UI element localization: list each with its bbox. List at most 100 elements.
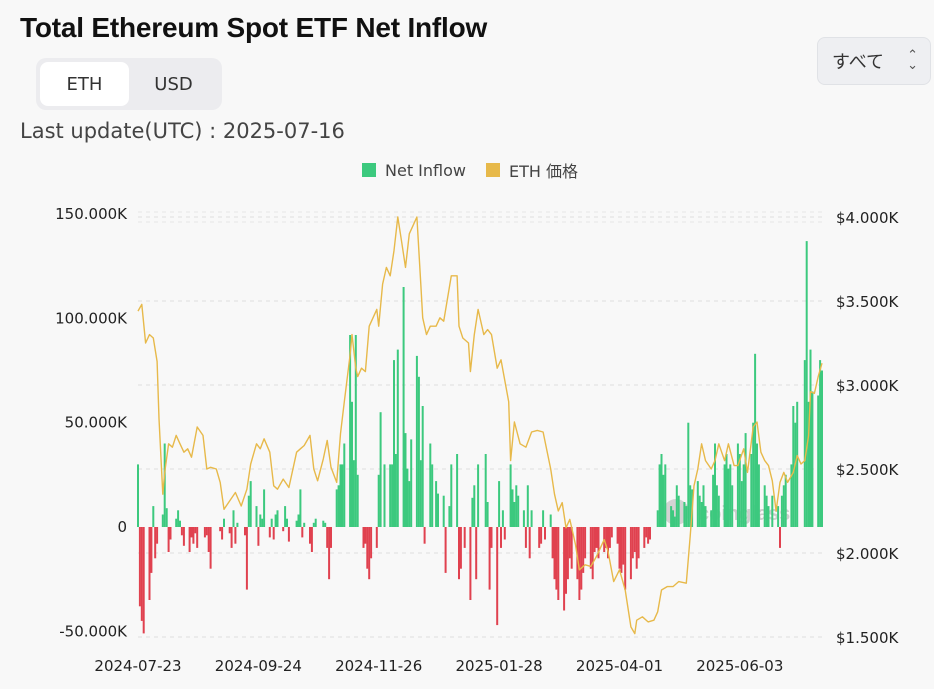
inflow-bar[interactable] xyxy=(557,527,560,600)
inflow-bar[interactable] xyxy=(309,527,311,544)
inflow-bar[interactable] xyxy=(578,527,581,600)
inflow-bar[interactable] xyxy=(484,454,487,527)
eth-price-line[interactable] xyxy=(137,216,823,635)
inflow-bar[interactable] xyxy=(255,506,258,527)
inflow-bar[interactable] xyxy=(161,514,164,528)
inflow-bar[interactable] xyxy=(712,474,715,527)
inflow-bar[interactable] xyxy=(658,464,661,527)
inflow-bar[interactable] xyxy=(538,527,541,548)
legend-item-net-inflow[interactable]: Net Inflow xyxy=(362,161,466,180)
inflow-bar[interactable] xyxy=(169,527,172,540)
inflow-bar[interactable] xyxy=(221,527,224,540)
inflow-bar[interactable] xyxy=(354,335,357,527)
inflow-bar[interactable] xyxy=(501,510,504,527)
inflow-bar[interactable] xyxy=(673,516,676,527)
inflow-bar[interactable] xyxy=(473,485,476,527)
inflow-bar[interactable] xyxy=(180,527,183,536)
inflow-bar[interactable] xyxy=(526,485,529,527)
inflow-bar[interactable] xyxy=(203,527,206,538)
inflow-bar[interactable] xyxy=(270,518,273,527)
inflow-bar[interactable] xyxy=(672,510,674,527)
inflow-bar[interactable] xyxy=(631,527,634,559)
inflow-bar[interactable] xyxy=(662,474,665,527)
inflow-bar[interactable] xyxy=(723,464,726,527)
inflow-bar[interactable] xyxy=(622,527,625,565)
inflow-bar[interactable] xyxy=(670,506,673,527)
inflow-bar[interactable] xyxy=(429,443,432,528)
inflow-bar[interactable] xyxy=(406,468,409,527)
inflow-bar[interactable] xyxy=(633,527,636,552)
inflow-bar[interactable] xyxy=(368,527,371,580)
inflow-bar[interactable] xyxy=(809,349,812,527)
inflow-bar[interactable] xyxy=(496,527,499,626)
inflow-bar[interactable] xyxy=(322,520,325,527)
inflow-bar[interactable] xyxy=(736,443,739,528)
inflow-bar[interactable] xyxy=(647,527,650,544)
inflow-bar[interactable] xyxy=(249,481,252,527)
inflow-bar[interactable] xyxy=(664,464,667,527)
inflow-bar[interactable] xyxy=(232,510,235,527)
inflow-bar[interactable] xyxy=(714,443,716,528)
inflow-bar[interactable] xyxy=(341,464,344,527)
inflow-bar[interactable] xyxy=(456,454,459,527)
inflow-bar[interactable] xyxy=(771,495,774,527)
range-select[interactable]: すべて ⌃ ⌄ xyxy=(817,37,931,85)
inflow-bar[interactable] xyxy=(687,422,690,527)
inflow-bar[interactable] xyxy=(152,506,155,527)
inflow-bar[interactable] xyxy=(247,495,250,527)
inflow-bar[interactable] xyxy=(593,527,596,552)
inflow-bar[interactable] xyxy=(780,495,783,527)
inflow-bar[interactable] xyxy=(379,412,382,527)
inflow-bar[interactable] xyxy=(404,433,407,527)
inflow-bar[interactable] xyxy=(179,520,181,527)
inflow-bar[interactable] xyxy=(272,527,275,540)
inflow-bar[interactable] xyxy=(299,489,302,527)
inflow-bar[interactable] xyxy=(274,514,277,528)
inflow-bar[interactable] xyxy=(757,464,760,527)
inflow-bar[interactable] xyxy=(610,527,613,538)
inflow-bar[interactable] xyxy=(245,527,248,590)
inflow-bar[interactable] xyxy=(821,370,823,528)
inflow-bar[interactable] xyxy=(752,422,755,527)
inflow-bar[interactable] xyxy=(442,495,445,527)
inflow-bar[interactable] xyxy=(287,527,290,542)
inflow-bar[interactable] xyxy=(498,481,501,527)
inflow-bar[interactable] xyxy=(261,518,264,527)
inflow-bar[interactable] xyxy=(551,527,554,559)
inflow-bar[interactable] xyxy=(765,495,768,527)
inflow-bar[interactable] xyxy=(584,527,587,559)
inflow-bar[interactable] xyxy=(370,527,373,559)
inflow-bar[interactable] xyxy=(513,502,516,527)
inflow-bar[interactable] xyxy=(257,527,260,546)
inflow-bar[interactable] xyxy=(750,454,753,527)
inflow-bar[interactable] xyxy=(794,422,797,527)
inflow-bar[interactable] xyxy=(500,527,502,548)
inflow-bar[interactable] xyxy=(486,502,489,527)
inflow-bar[interactable] xyxy=(763,485,766,527)
inflow-bar[interactable] xyxy=(459,527,462,569)
inflow-bar[interactable] xyxy=(326,527,329,548)
inflow-bar[interactable] xyxy=(570,527,573,569)
inflow-bar[interactable] xyxy=(643,527,646,548)
inflow-bar[interactable] xyxy=(177,510,180,527)
inflow-bar[interactable] xyxy=(138,527,141,607)
inflow-bar[interactable] xyxy=(563,527,566,611)
inflow-bar[interactable] xyxy=(469,527,472,600)
inflow-bar[interactable] xyxy=(819,360,822,527)
inflow-bar[interactable] xyxy=(742,464,745,527)
inflow-bar[interactable] xyxy=(624,527,627,590)
inflow-bar[interactable] xyxy=(150,527,153,573)
inflow-bar[interactable] xyxy=(817,395,820,528)
inflow-bar[interactable] xyxy=(263,489,266,527)
inflow-bar[interactable] xyxy=(607,527,609,559)
inflow-bar[interactable] xyxy=(629,527,632,580)
inflow-bar[interactable] xyxy=(524,527,527,548)
inflow-bar[interactable] xyxy=(450,464,453,527)
inflow-bar[interactable] xyxy=(635,527,638,569)
inflow-bar[interactable] xyxy=(608,527,611,548)
inflow-bar[interactable] xyxy=(156,527,159,544)
inflow-bar[interactable] xyxy=(314,518,317,527)
inflow-bar[interactable] xyxy=(756,443,758,528)
inflow-bar[interactable] xyxy=(790,464,793,527)
inflow-bar[interactable] xyxy=(805,241,808,527)
